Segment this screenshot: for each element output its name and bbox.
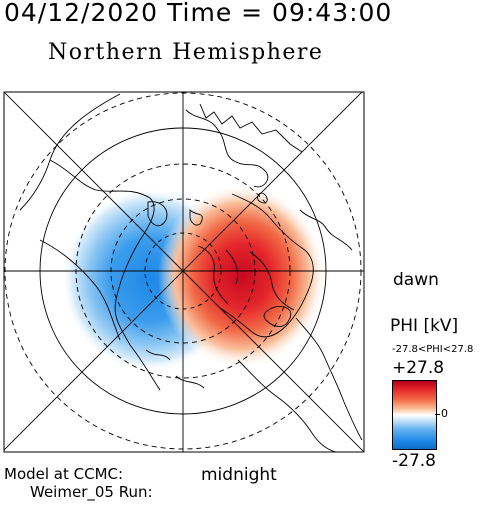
model-label: Model at CCMC: [4,465,124,483]
coastlines [19,93,363,452]
colorbar-zero-label: 0 [441,407,448,420]
date-time-title: 04/12/2020 Time = 09:43:00 [4,0,393,27]
meridian-lines [4,92,364,452]
colorbar [392,380,437,450]
hemisphere-title: Northern Hemisphere [48,40,324,65]
positive-potential-cell [158,184,326,368]
run-label: Weimer_05 Run: [30,483,153,501]
colorbar-max-label: +27.8 [392,358,445,378]
map-frame [3,91,365,453]
colorbar-zero-tick [435,414,440,415]
dawn-label: dawn [393,270,439,290]
colorbar-min-label: -27.8 [392,451,436,471]
polar-map [3,91,365,453]
midnight-label: midnight [201,465,277,485]
colorbar-title: PHI [kV] [390,316,459,336]
colorbar-range: -27.8<PHI<27.8 [392,345,474,355]
